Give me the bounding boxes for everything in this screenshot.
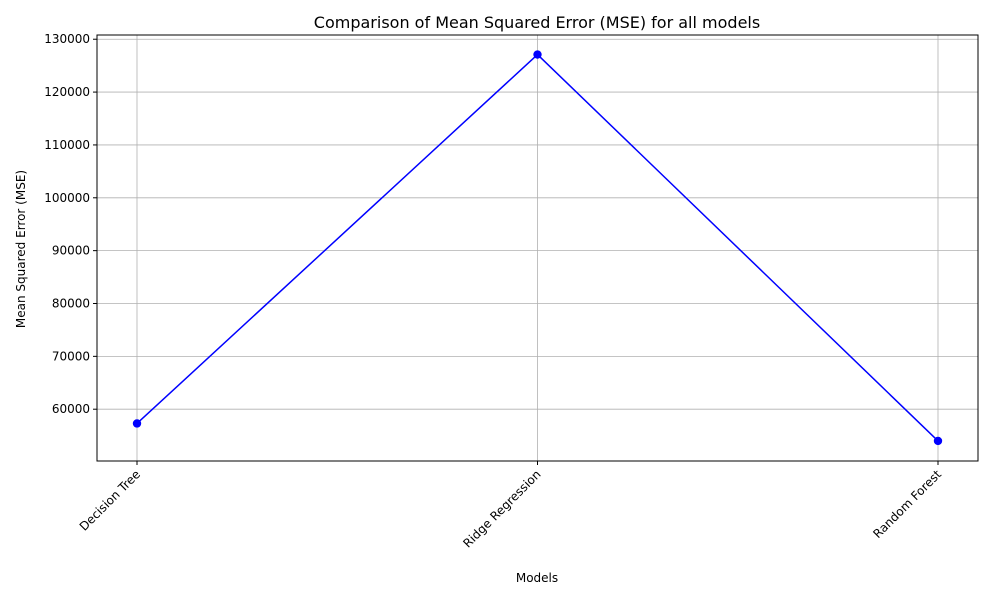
y-tick-label: 130000 xyxy=(44,32,90,46)
y-tick-label: 110000 xyxy=(44,138,90,152)
x-axis-label: Models xyxy=(516,571,558,585)
y-axis-label: Mean Squared Error (MSE) xyxy=(14,170,28,328)
series-mse xyxy=(132,50,943,446)
x-tick-label: Decision Tree xyxy=(77,467,143,533)
y-tick-label: 120000 xyxy=(44,85,90,99)
data-point-marker xyxy=(933,436,943,446)
y-tick-label: 70000 xyxy=(52,349,90,363)
x-tick-label: Ridge Regression xyxy=(460,467,543,550)
grid xyxy=(97,35,978,461)
y-tick-label: 60000 xyxy=(52,402,90,416)
data-point-marker xyxy=(132,419,142,428)
x-tick-label: Random Forest xyxy=(870,467,944,541)
y-tick-label: 100000 xyxy=(44,191,90,205)
y-tick-label: 90000 xyxy=(52,244,90,258)
data-point-marker xyxy=(533,50,542,59)
chart-title: Comparison of Mean Squared Error (MSE) f… xyxy=(314,13,760,32)
y-tick-label: 80000 xyxy=(52,296,90,310)
ticks: 60000 70000 80000 90000 100000 110000 120000 13… xyxy=(44,32,944,550)
